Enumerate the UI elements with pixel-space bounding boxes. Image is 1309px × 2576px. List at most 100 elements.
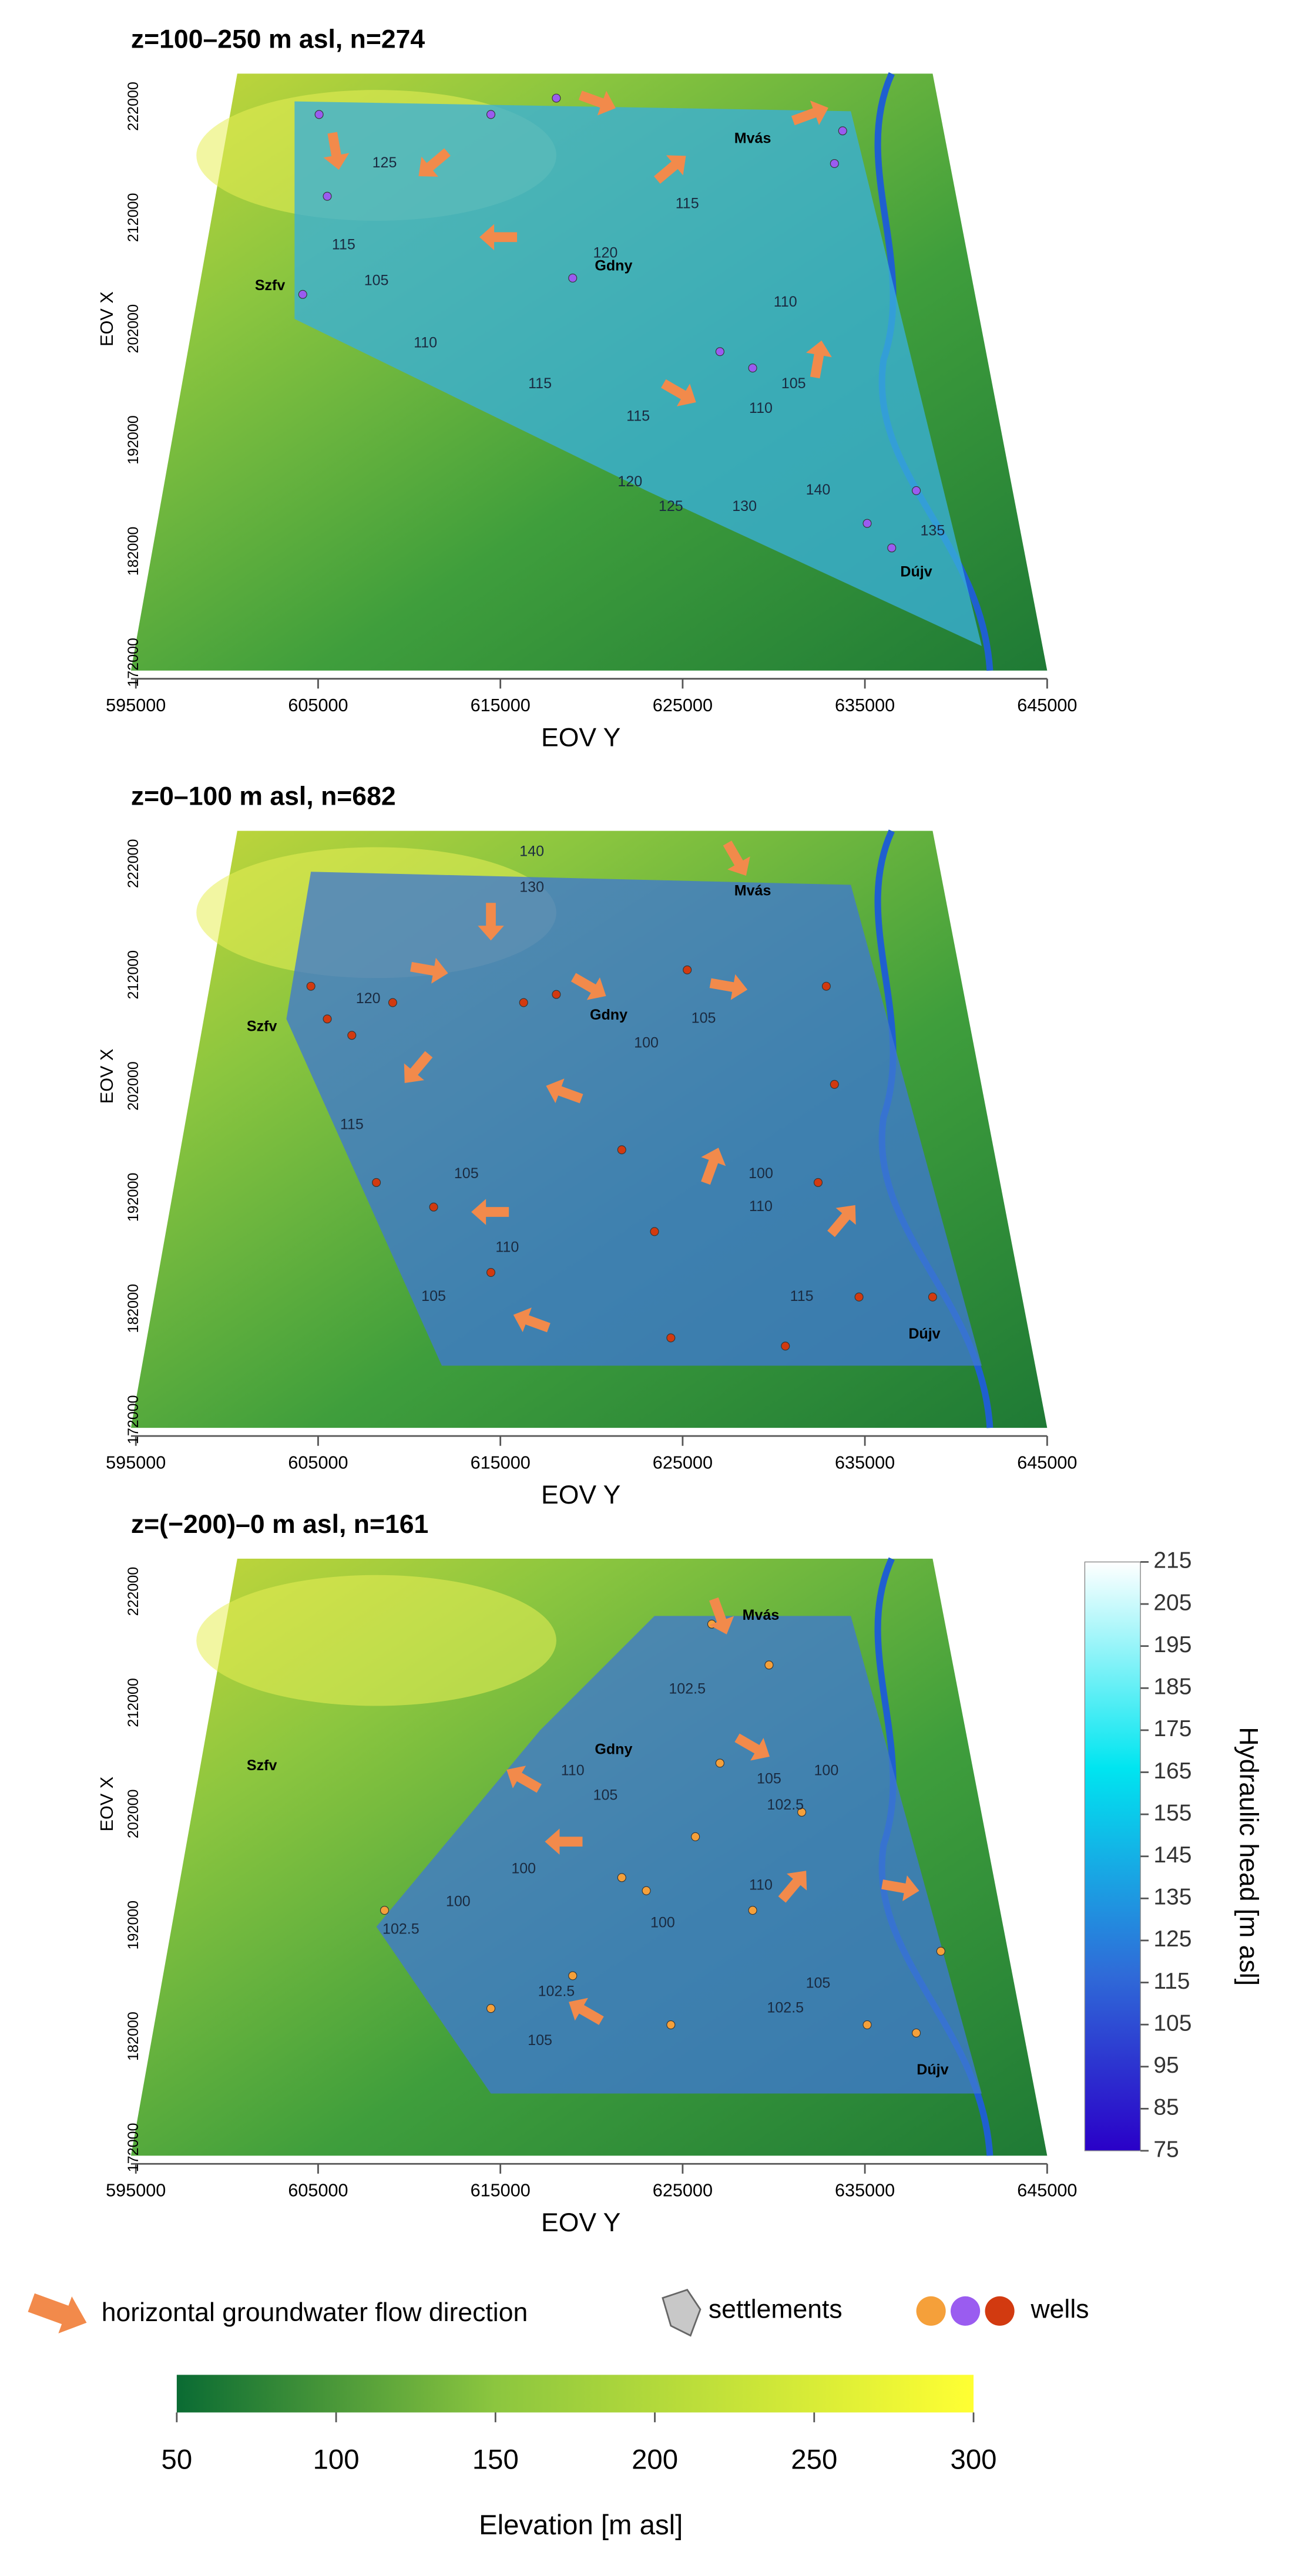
well <box>683 965 692 974</box>
contour-label: 100 <box>749 1165 773 1182</box>
y-tick-label: 172000 <box>125 638 142 687</box>
y-tick-label: 202000 <box>125 1061 142 1111</box>
contour-label: 100 <box>814 1763 839 1779</box>
well <box>380 1906 390 1915</box>
contour-label: 130 <box>732 498 757 514</box>
y-tick-label: 172000 <box>125 1395 142 1444</box>
well <box>715 1758 724 1768</box>
place-name: Szfv <box>247 1018 277 1034</box>
colorbar-tick-label: 115 <box>1153 1969 1190 1994</box>
colorbar-tick-label: 145 <box>1153 1842 1191 1868</box>
flow-arrow <box>471 1199 509 1225</box>
y-axis-label: EOV X <box>97 1777 117 1832</box>
contour-label: 105 <box>806 1975 831 1992</box>
well <box>764 1660 774 1670</box>
well <box>314 110 324 119</box>
colorbar-tick-label: 215 <box>1153 1548 1191 1573</box>
colorbar-tick-label: 200 <box>632 2444 678 2476</box>
flow-arrow <box>805 340 832 379</box>
contour-label: 105 <box>692 1010 716 1027</box>
hydraulic-head-surface <box>294 101 982 646</box>
well <box>797 1807 807 1817</box>
flow-arrow <box>734 1733 770 1761</box>
place-name: Gdny <box>595 258 632 274</box>
settlement-icon <box>662 2289 702 2337</box>
well <box>912 486 921 495</box>
contour-label: 100 <box>650 1915 675 1931</box>
contour-label: 105 <box>781 375 806 392</box>
contour-label: 110 <box>495 1239 519 1255</box>
place-name: Mvás <box>734 882 771 899</box>
flow-arrow <box>709 974 748 1000</box>
colorbar-tick-label: 105 <box>1153 2010 1191 2036</box>
x-tick-label: 595000 <box>106 2181 166 2201</box>
panels: z=100–250 m asl, n=274 595000 605000 615000… <box>97 25 1077 2237</box>
y-tick-label: 192000 <box>125 1173 142 1222</box>
panel-title: z=0–100 m asl, n=682 <box>131 782 396 811</box>
contour-label: 102.5 <box>767 1999 804 2016</box>
flow-arrow <box>513 1307 551 1333</box>
well <box>862 2020 872 2030</box>
colorbar-tick-label: 50 <box>162 2444 193 2476</box>
flow-arrow <box>881 1875 919 1902</box>
flow-arrow <box>418 148 451 177</box>
x-tick-label: 605000 <box>288 695 348 715</box>
x-tick-label: 645000 <box>1017 1452 1077 1472</box>
well <box>936 1946 945 1956</box>
contour-label: 110 <box>561 1763 585 1779</box>
contour-label: 110 <box>749 1876 773 1893</box>
x-tick-label: 635000 <box>835 695 895 715</box>
contour-label: 110 <box>774 294 797 310</box>
well <box>323 191 332 201</box>
x-tick-label: 635000 <box>835 1452 895 1472</box>
contour-label: 102.5 <box>669 1680 706 1697</box>
flow-arrow <box>709 1597 734 1635</box>
well <box>748 1906 757 1915</box>
y-tick-label: 182000 <box>125 2012 142 2061</box>
contour-label: 125 <box>659 498 683 514</box>
contour-label: 110 <box>414 334 437 351</box>
flow-arrow <box>410 957 448 984</box>
well <box>519 998 528 1007</box>
contour-label: 100 <box>634 1034 659 1051</box>
well <box>617 1145 626 1155</box>
place-name: Dújv <box>917 2062 948 2078</box>
contour-label: 125 <box>372 154 397 171</box>
flow-arrow <box>545 1828 583 1855</box>
contour-label: 100 <box>446 1893 471 1909</box>
flow-arrow <box>323 132 350 170</box>
well <box>666 1333 676 1343</box>
flow-arrow <box>506 1765 542 1793</box>
y-tick-label: 192000 <box>125 415 142 465</box>
well <box>691 1832 700 1841</box>
x-tick-label: 595000 <box>106 695 166 715</box>
flow-arrow <box>578 90 616 116</box>
well <box>568 1971 578 1980</box>
x-tick-label: 605000 <box>288 2181 348 2201</box>
well-icon <box>916 2296 946 2326</box>
y-tick-label: 202000 <box>125 1790 142 1839</box>
colorbar-tick-label: 195 <box>1153 1632 1191 1657</box>
x-tick-label: 625000 <box>653 1452 713 1472</box>
panel-title: z=100–250 m asl, n=274 <box>131 25 425 53</box>
legend-text: horizontal groundwater flow direction <box>102 2298 528 2327</box>
map-panel: z=100–250 m asl, n=274 595000 605000 615000… <box>97 25 1077 752</box>
x-tick-label: 625000 <box>653 695 713 715</box>
x-tick-label: 635000 <box>835 2181 895 2201</box>
well <box>388 998 397 1007</box>
colorbar <box>1084 1561 1141 2151</box>
contour-label: 105 <box>454 1165 479 1182</box>
contour-label: 115 <box>340 1117 364 1133</box>
contour-label: 130 <box>519 879 544 896</box>
well <box>838 126 847 136</box>
flow-arrow <box>569 1997 604 2025</box>
y-axis-label: EOV X <box>97 1049 117 1104</box>
well <box>666 2020 676 2030</box>
colorbar-tick-label: 300 <box>951 2444 997 2476</box>
x-tick-label: 645000 <box>1017 695 1077 715</box>
well <box>642 1886 651 1895</box>
well <box>323 1014 332 1024</box>
y-tick-label: 172000 <box>125 2123 142 2173</box>
y-tick-label: 212000 <box>125 950 142 1000</box>
